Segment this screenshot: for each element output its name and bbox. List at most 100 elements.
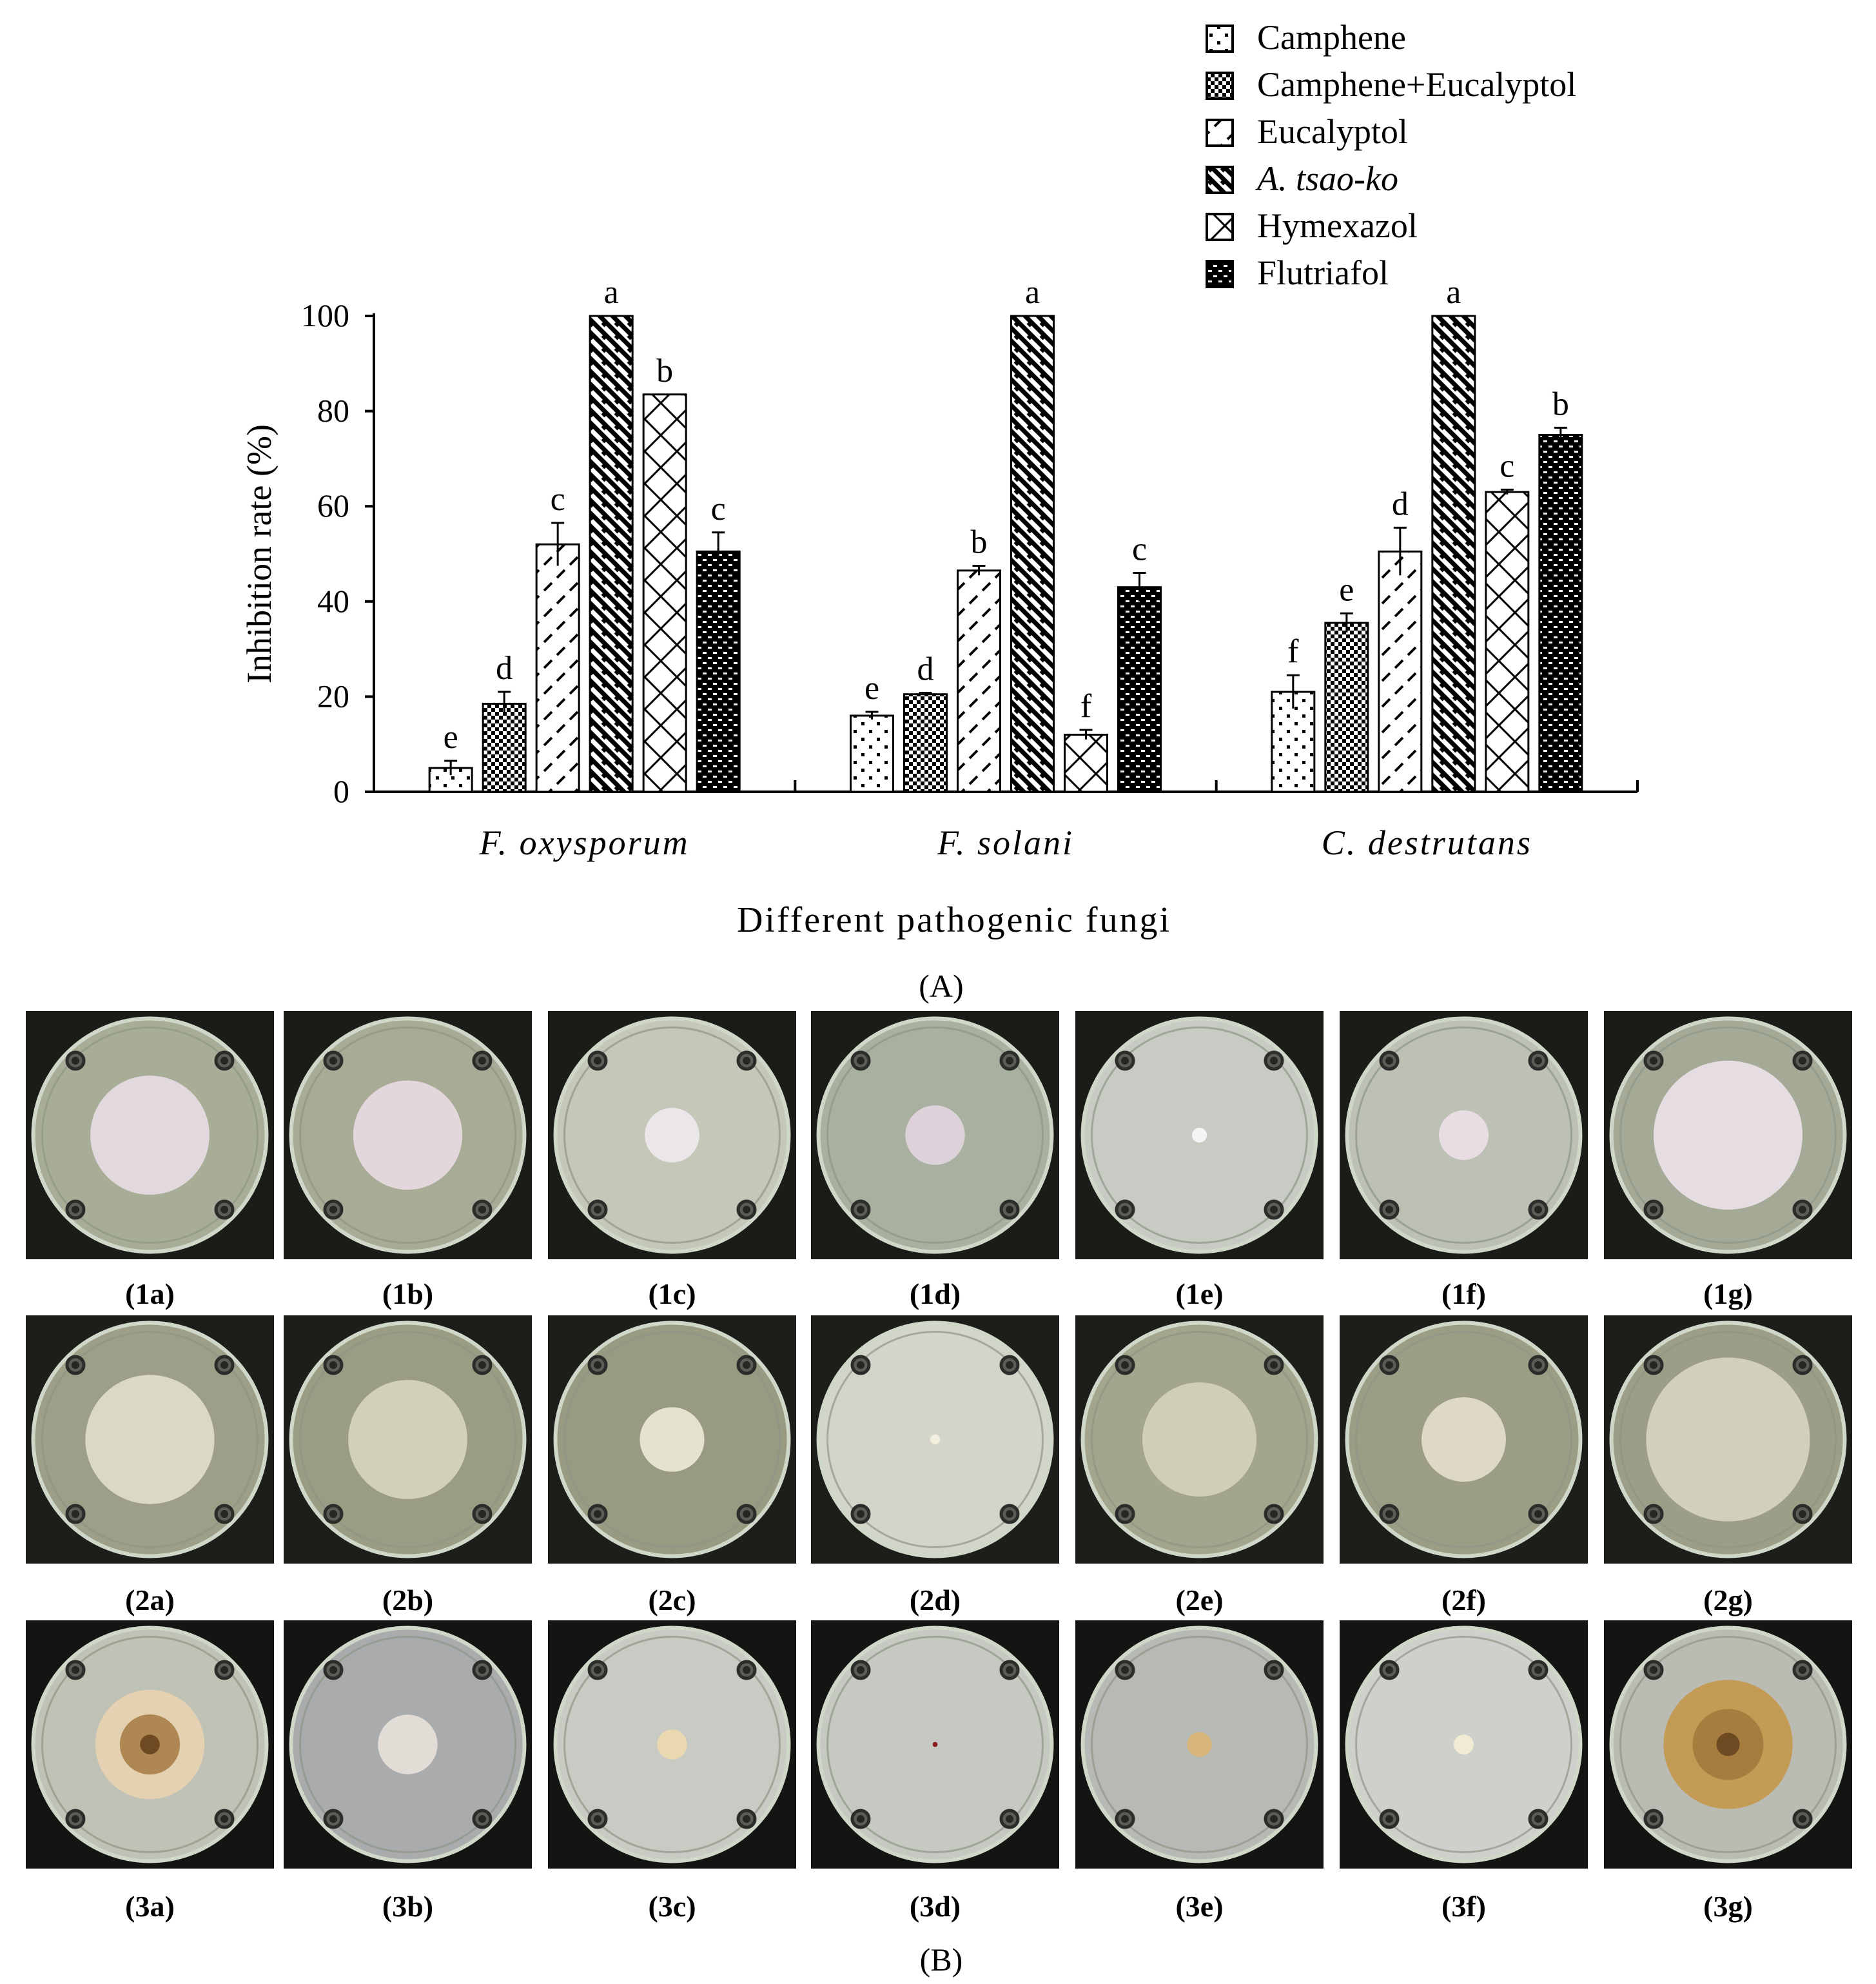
significance-letter: f (1080, 688, 1092, 725)
y-tick-label: 60 (317, 487, 349, 524)
plate-image (1604, 1620, 1852, 1869)
significance-letter: a (1446, 274, 1461, 311)
legend-entry: Eucalyptol (1257, 112, 1408, 151)
bar (1378, 550, 1423, 793)
y-tick-label: 100 (301, 297, 349, 333)
bar (535, 543, 580, 793)
plate-caption: (3d) (909, 1890, 961, 1923)
legend-entry: A. tsao-ko (1255, 159, 1398, 198)
plate-photo (26, 1620, 274, 1869)
significance-letter: d (496, 650, 513, 687)
bar (1064, 733, 1108, 793)
plate-photo (284, 1315, 532, 1564)
plate-photo (811, 1011, 1059, 1259)
category-label: F. oxysporum (479, 823, 690, 862)
plate-image (548, 1315, 796, 1564)
plate-caption: (2e) (1175, 1584, 1224, 1616)
plate-image (1340, 1315, 1588, 1564)
y-tick-label: 0 (333, 773, 349, 809)
plate-image (1604, 1315, 1852, 1564)
bar-chart: 0 20 40 60 80 100 Inhibition rate (%) Different… (240, 18, 1639, 940)
significance-letter: a (1025, 274, 1040, 311)
legend-entry: Hymexazol (1257, 206, 1418, 245)
plate-photo (1340, 1011, 1588, 1259)
plate-caption: (1a) (125, 1277, 175, 1310)
plate-image (284, 1620, 532, 1869)
plate-photo (548, 1011, 796, 1259)
plate-photo (1604, 1011, 1852, 1259)
plate-photo (284, 1011, 532, 1259)
significance-letter: b (656, 353, 673, 389)
plate-caption: (3g) (1703, 1890, 1753, 1923)
significance-letter: c (1132, 531, 1147, 568)
legend-swatch (1206, 260, 1234, 288)
plate-image (548, 1620, 796, 1869)
panel-a-label: (A) (919, 968, 964, 1004)
plate-image (1340, 1011, 1588, 1259)
plate-photo (1604, 1315, 1852, 1564)
plate-caption: (2a) (125, 1584, 175, 1616)
plate-image (811, 1011, 1059, 1259)
significance-letter: a (604, 274, 619, 311)
plate-image (284, 1011, 532, 1259)
bar (1485, 491, 1530, 793)
bar (642, 393, 687, 793)
plate-caption: (1d) (909, 1277, 961, 1310)
plate-photo (548, 1315, 796, 1564)
plate-photo (1075, 1315, 1324, 1564)
plate-image (1075, 1315, 1324, 1564)
plate-photo (26, 1315, 274, 1564)
plate-caption: (1g) (1703, 1277, 1753, 1310)
plate-caption: (2f) (1441, 1584, 1486, 1616)
plate-caption: (2c) (648, 1584, 696, 1616)
plate-image (1075, 1620, 1324, 1869)
plate-image (811, 1620, 1059, 1869)
bar (903, 693, 948, 793)
significance-letter: d (1392, 486, 1409, 522)
plate-caption: (3c) (648, 1890, 696, 1923)
plate-photo (1604, 1620, 1852, 1869)
category-label: C. destrutans (1322, 823, 1532, 862)
significance-letter: f (1287, 633, 1299, 670)
legend-swatch (1206, 213, 1234, 241)
legend-swatch (1206, 25, 1234, 53)
legend-entry: Camphene (1257, 18, 1406, 57)
significance-letter: e (1339, 571, 1354, 608)
plate-photo (284, 1620, 532, 1869)
significance-letter: e (444, 719, 458, 756)
x-axis-label: Different pathogenic fungi (737, 900, 1171, 940)
bar (1324, 622, 1369, 793)
plate-caption: (1c) (648, 1277, 696, 1310)
plate-photo (548, 1620, 796, 1869)
plate-caption: (2g) (1703, 1584, 1753, 1616)
plate-photo (1075, 1011, 1324, 1259)
plate-image (548, 1011, 796, 1259)
y-axis-label: Inhibition rate (%) (240, 424, 278, 683)
bar (1010, 315, 1055, 793)
plate-photo (811, 1315, 1059, 1564)
plate-photo (1075, 1620, 1324, 1869)
plate-caption: (3b) (382, 1890, 434, 1923)
plate-image (1340, 1620, 1588, 1869)
plate-caption: (1f) (1441, 1277, 1486, 1310)
plate-image (811, 1315, 1059, 1564)
plate-image (26, 1620, 274, 1869)
plate-caption: (3a) (125, 1890, 175, 1923)
significance-letter: b (971, 524, 988, 560)
significance-letter: c (711, 491, 726, 527)
legend-entry: Flutriafol (1257, 253, 1389, 292)
plate-image (26, 1011, 274, 1259)
plate-image (284, 1315, 532, 1564)
bar (957, 569, 1001, 793)
bar (589, 315, 634, 793)
significance-letter: c (551, 481, 565, 518)
legend-swatch (1206, 166, 1234, 194)
bar (850, 714, 894, 793)
bar (696, 550, 741, 793)
significance-letter: d (917, 651, 934, 687)
plate-caption: (2b) (382, 1584, 434, 1616)
legend-entry: Camphene+Eucalyptol (1257, 65, 1576, 104)
significance-letter: e (865, 670, 879, 707)
y-tick-label: 20 (317, 678, 349, 714)
plate-caption: (3e) (1175, 1890, 1224, 1923)
